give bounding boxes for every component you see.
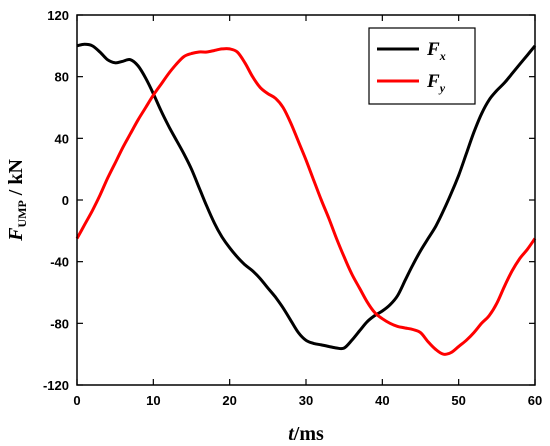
legend-box bbox=[368, 27, 476, 105]
y-axis-label-unit: / kN bbox=[5, 159, 27, 201]
x-tick-label: 50 bbox=[451, 393, 465, 408]
x-tick-label: 30 bbox=[299, 393, 313, 408]
x-tick-label: 60 bbox=[528, 393, 542, 408]
x-axis-label-var: t bbox=[288, 423, 295, 445]
series-line-fy bbox=[75, 47, 537, 356]
x-tick-label: 0 bbox=[73, 393, 80, 408]
axis-ticks-group: 0 10 20 30 40 50 60 -120 -80 -40 0 40 80 120 bbox=[43, 8, 542, 408]
x-tick-label: 10 bbox=[146, 393, 160, 408]
legend-label-fx-main: F bbox=[426, 39, 440, 60]
plot-series-group bbox=[75, 42, 537, 356]
y-axis-label-sub: UMP bbox=[15, 200, 29, 227]
x-axis-label: t/ms bbox=[288, 423, 324, 445]
y-axis-label-var: F bbox=[5, 227, 27, 242]
legend: Fx Fy bbox=[368, 27, 476, 105]
y-tick-label: -40 bbox=[50, 255, 69, 270]
legend-label-fy-main: F bbox=[426, 71, 440, 92]
y-axis-label: FUMP / kN bbox=[5, 159, 29, 242]
y-tick-label: -120 bbox=[43, 378, 69, 393]
y-tick-label: 120 bbox=[47, 8, 69, 23]
x-tick-label: 40 bbox=[375, 393, 389, 408]
legend-label-fy-sub: y bbox=[438, 81, 446, 95]
y-tick-label: 0 bbox=[62, 193, 69, 208]
y-tick-label: -80 bbox=[50, 316, 69, 331]
x-tick-label: 20 bbox=[222, 393, 236, 408]
x-axis-label-unit: /ms bbox=[293, 423, 324, 445]
legend-label-fx-sub: x bbox=[439, 49, 446, 63]
y-tick-label: 80 bbox=[55, 70, 69, 85]
legend-label-fy: Fy bbox=[426, 71, 446, 95]
legend-label-fx: Fx bbox=[426, 39, 446, 63]
y-tick-label: 40 bbox=[55, 131, 69, 146]
